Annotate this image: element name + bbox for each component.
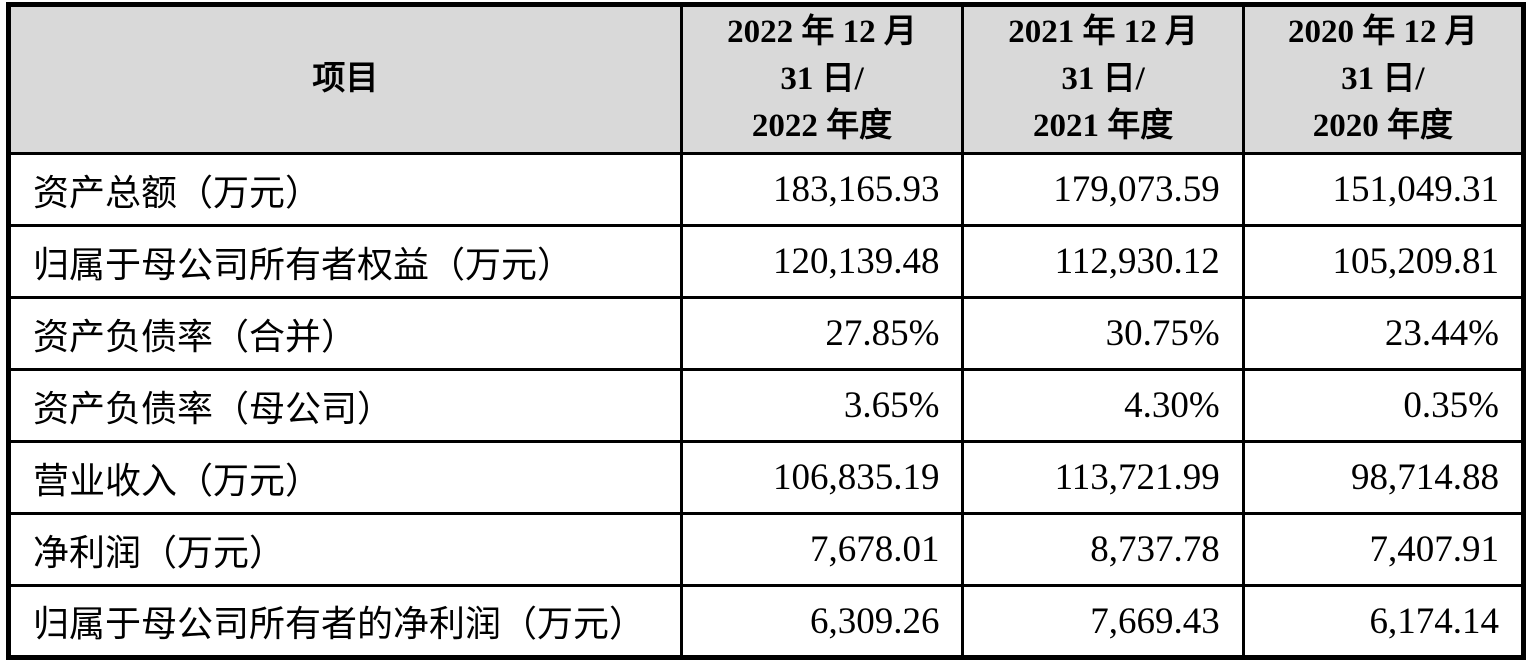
row-value-2021: 7,669.43 <box>961 584 1245 659</box>
table-row-parent-equity: 归属于母公司所有者权益（万元） 120,139.48 112,930.12 10… <box>7 224 1526 299</box>
row-value-2020: 105,209.81 <box>1241 224 1526 299</box>
row-value-2022: 6,309.26 <box>679 584 965 659</box>
row-value-2020: 7,407.91 <box>1241 512 1526 587</box>
row-label: 归属于母公司所有者权益（万元） <box>7 224 683 299</box>
row-label: 资产负债率（母公司） <box>7 368 683 443</box>
row-value-2020: 6,174.14 <box>1241 584 1526 659</box>
header-cell-2022: 2022 年 12 月 31 日/ 2022 年度 <box>679 3 965 155</box>
row-label: 资产负债率（合并） <box>7 296 683 371</box>
row-value-2021: 179,073.59 <box>961 152 1245 227</box>
header-line: 2020 年 12 月 <box>1287 14 1478 50</box>
row-value-2022: 27.85% <box>679 296 965 371</box>
header-line: 31 日/ <box>780 61 864 97</box>
row-value-2021: 112,930.12 <box>961 224 1245 299</box>
table-row-total-assets: 资产总额（万元） 183,165.93 179,073.59 151,049.3… <box>7 152 1526 227</box>
table-row-net-profit: 净利润（万元） 7,678.01 8,737.78 7,407.91 <box>7 512 1526 587</box>
row-label: 净利润（万元） <box>7 512 683 587</box>
header-line: 2021 年 12 月 <box>1008 14 1198 50</box>
row-label: 归属于母公司所有者的净利润（万元） <box>7 584 683 659</box>
header-line: 2020 年度 <box>1312 108 1453 144</box>
header-row: 项目 2022 年 12 月 31 日/ 2022 年度 2021 年 12 月… <box>7 3 1526 155</box>
row-value-2020: 23.44% <box>1241 296 1526 371</box>
row-label: 资产总额（万元） <box>7 152 683 227</box>
financial-summary-table: 项目 2022 年 12 月 31 日/ 2022 年度 2021 年 12 月… <box>6 2 1526 660</box>
header-line: 2022 年度 <box>751 108 893 144</box>
row-label: 营业收入（万元） <box>7 440 683 515</box>
header-line: 2022 年 12 月 <box>727 14 917 50</box>
table-row-debt-ratio-parent: 资产负债率（母公司） 3.65% 4.30% 0.35% <box>7 368 1526 443</box>
row-value-2022: 7,678.01 <box>679 512 965 587</box>
row-value-2021: 30.75% <box>961 296 1245 371</box>
header-cell-2021: 2021 年 12 月 31 日/ 2021 年度 <box>961 3 1245 155</box>
header-line: 31 日/ <box>1061 61 1145 97</box>
row-value-2022: 3.65% <box>679 368 965 443</box>
row-value-2020: 98,714.88 <box>1241 440 1526 515</box>
table-row-net-profit-parent: 归属于母公司所有者的净利润（万元） 6,309.26 7,669.43 6,17… <box>7 584 1526 659</box>
header-line: 31 日/ <box>1341 61 1425 97</box>
row-value-2021: 8,737.78 <box>961 512 1245 587</box>
table-row-debt-ratio-consolidated: 资产负债率（合并） 27.85% 30.75% 23.44% <box>7 296 1526 371</box>
table-row-operating-revenue: 营业收入（万元） 106,835.19 113,721.99 98,714.88 <box>7 440 1526 515</box>
row-value-2020: 151,049.31 <box>1241 152 1526 227</box>
row-value-2022: 183,165.93 <box>679 152 965 227</box>
row-value-2022: 106,835.19 <box>679 440 965 515</box>
row-value-2022: 120,139.48 <box>679 224 965 299</box>
row-value-2021: 113,721.99 <box>961 440 1245 515</box>
header-cell-item: 项目 <box>7 3 683 155</box>
header-cell-2020: 2020 年 12 月 31 日/ 2020 年度 <box>1241 3 1526 155</box>
row-value-2020: 0.35% <box>1241 368 1526 443</box>
header-line: 2021 年度 <box>1032 108 1174 144</box>
row-value-2021: 4.30% <box>961 368 1245 443</box>
